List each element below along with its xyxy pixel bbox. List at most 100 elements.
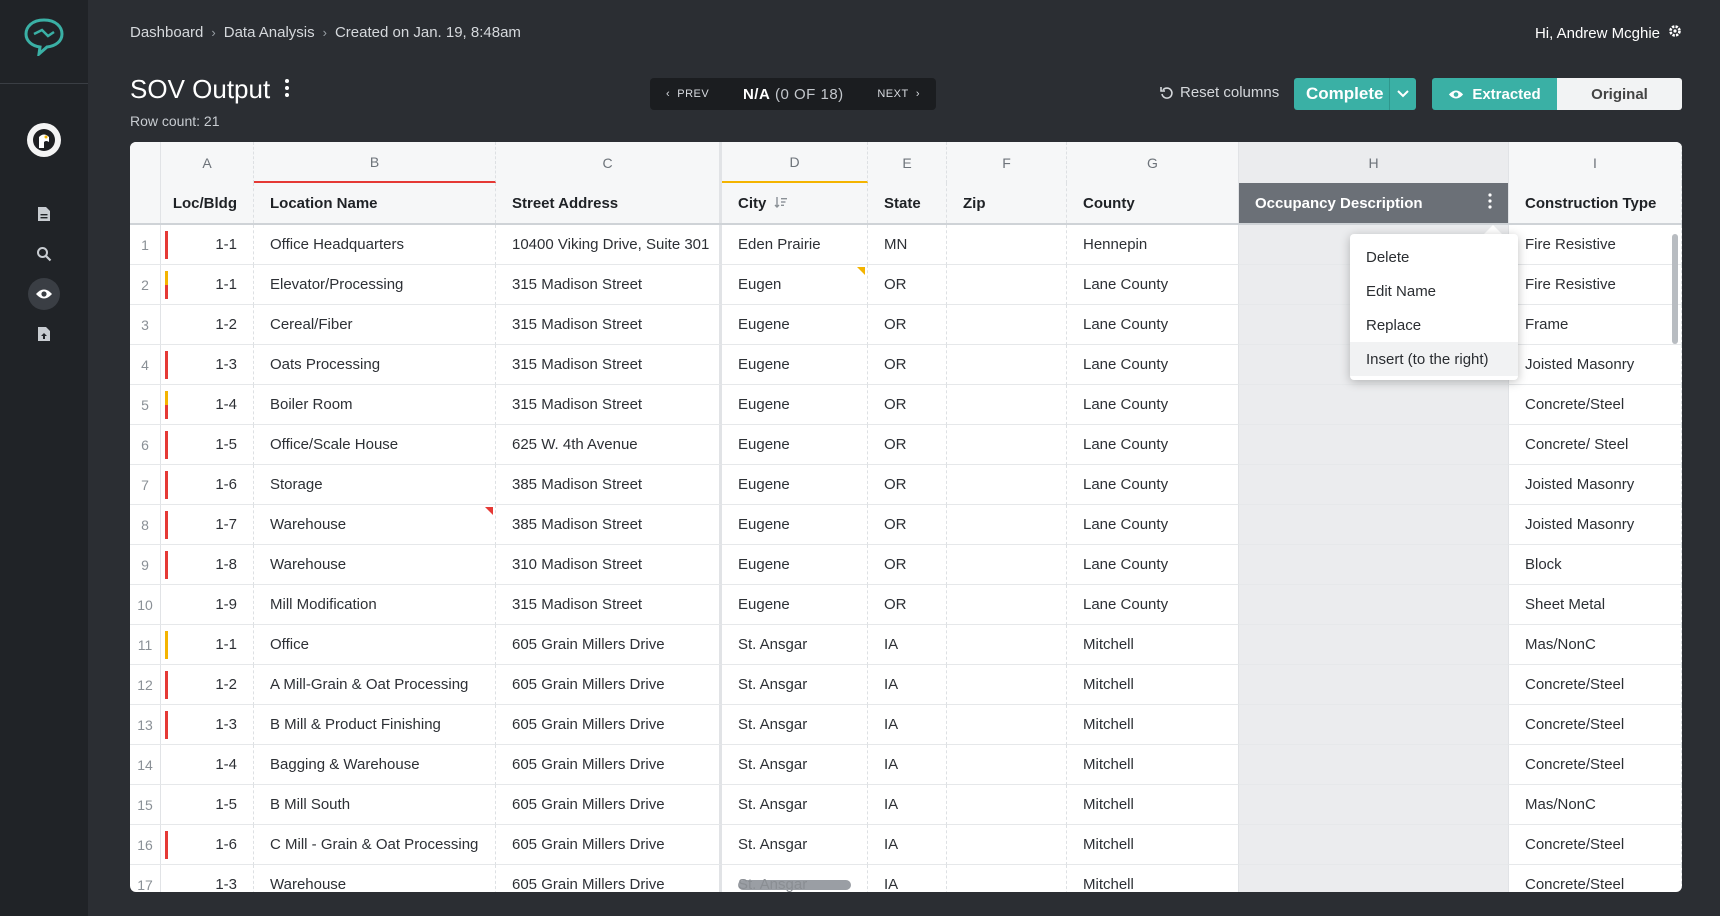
state-cell[interactable]: OR bbox=[868, 305, 947, 345]
col-letter-h[interactable]: H bbox=[1239, 142, 1509, 183]
occupancy-description-cell[interactable] bbox=[1239, 625, 1509, 665]
header-county[interactable]: County bbox=[1067, 183, 1239, 223]
state-cell[interactable]: IA bbox=[868, 745, 947, 785]
occupancy-description-cell[interactable] bbox=[1239, 665, 1509, 705]
loc-bldg-cell[interactable]: 1-1 bbox=[161, 265, 254, 305]
menu-item-edit-name[interactable]: Edit Name bbox=[1366, 282, 1437, 300]
loc-bldg-cell[interactable]: 1-2 bbox=[161, 665, 254, 705]
state-cell[interactable]: IA bbox=[868, 665, 947, 705]
table-row[interactable]: 12 1-2 A Mill-Grain & Oat Processing 605 Gr… bbox=[130, 665, 1682, 705]
avatar[interactable] bbox=[27, 123, 61, 157]
loc-bldg-cell[interactable]: 1-3 bbox=[161, 705, 254, 745]
loc-bldg-cell[interactable]: 1-9 bbox=[161, 585, 254, 625]
table-row[interactable]: 13 1-3 B Mill & Product Finishing 605 Grain… bbox=[130, 705, 1682, 745]
street-address-cell[interactable]: 625 W. 4th Avenue bbox=[496, 425, 722, 465]
loc-bldg-cell[interactable]: 1-3 bbox=[161, 865, 254, 892]
table-row[interactable]: 17 1-3 Warehouse 605 Grain Millers Drive St.… bbox=[130, 865, 1682, 892]
city-cell[interactable]: Eugene bbox=[722, 465, 868, 505]
state-cell[interactable]: OR bbox=[868, 465, 947, 505]
city-cell[interactable]: St. Ansgar bbox=[722, 705, 868, 745]
construction-type-cell[interactable]: Concrete/Steel bbox=[1509, 865, 1682, 892]
state-cell[interactable]: OR bbox=[868, 505, 947, 545]
construction-type-cell[interactable]: Frame bbox=[1509, 305, 1682, 345]
street-address-cell[interactable]: 10400 Viking Drive, Suite 301 bbox=[496, 225, 722, 265]
construction-type-cell[interactable]: Concrete/ Steel bbox=[1509, 425, 1682, 465]
construction-type-cell[interactable]: Fire Resistive bbox=[1509, 225, 1682, 265]
city-cell[interactable]: St. Ansgar bbox=[722, 745, 868, 785]
loc-bldg-cell[interactable]: 1-5 bbox=[161, 425, 254, 465]
county-cell[interactable]: Lane County bbox=[1067, 305, 1239, 345]
table-row[interactable]: 4 1-3 Oats Processing 315 Madison Street Eug… bbox=[130, 345, 1682, 385]
county-cell[interactable]: Mitchell bbox=[1067, 745, 1239, 785]
zip-cell[interactable] bbox=[947, 345, 1067, 385]
zip-cell[interactable] bbox=[947, 505, 1067, 545]
county-cell[interactable]: Lane County bbox=[1067, 425, 1239, 465]
location-name-cell[interactable]: Cereal/Fiber bbox=[254, 305, 496, 345]
loc-bldg-cell[interactable]: 1-1 bbox=[161, 625, 254, 665]
city-cell[interactable]: St. Ansgar bbox=[722, 865, 868, 892]
construction-type-cell[interactable]: Concrete/Steel bbox=[1509, 705, 1682, 745]
occupancy-description-cell[interactable] bbox=[1239, 545, 1509, 585]
reset-columns-button[interactable]: Reset columns bbox=[1160, 84, 1279, 101]
state-cell[interactable]: OR bbox=[868, 385, 947, 425]
col-letter-e[interactable]: E bbox=[868, 142, 947, 183]
location-name-cell[interactable]: Warehouse bbox=[254, 865, 496, 892]
street-address-cell[interactable]: 605 Grain Millers Drive bbox=[496, 665, 722, 705]
loc-bldg-cell[interactable]: 1-2 bbox=[161, 305, 254, 345]
location-name-cell[interactable]: Bagging & Warehouse bbox=[254, 745, 496, 785]
street-address-cell[interactable]: 605 Grain Millers Drive bbox=[496, 705, 722, 745]
construction-type-cell[interactable]: Joisted Masonry bbox=[1509, 345, 1682, 385]
occupancy-description-cell[interactable] bbox=[1239, 505, 1509, 545]
street-address-cell[interactable]: 315 Madison Street bbox=[496, 305, 722, 345]
loc-bldg-cell[interactable]: 1-8 bbox=[161, 545, 254, 585]
construction-type-cell[interactable]: Joisted Masonry bbox=[1509, 505, 1682, 545]
location-name-cell[interactable]: B Mill South bbox=[254, 785, 496, 825]
zip-cell[interactable] bbox=[947, 385, 1067, 425]
street-address-cell[interactable]: 605 Grain Millers Drive bbox=[496, 625, 722, 665]
zip-cell[interactable] bbox=[947, 225, 1067, 265]
street-address-cell[interactable]: 605 Grain Millers Drive bbox=[496, 825, 722, 865]
header-state[interactable]: State bbox=[868, 183, 947, 223]
more-vertical-icon[interactable] bbox=[284, 74, 290, 105]
state-cell[interactable]: IA bbox=[868, 625, 947, 665]
zip-cell[interactable] bbox=[947, 785, 1067, 825]
sort-icon[interactable] bbox=[774, 195, 788, 212]
state-cell[interactable]: OR bbox=[868, 265, 947, 305]
location-name-cell[interactable]: Mill Modification bbox=[254, 585, 496, 625]
construction-type-cell[interactable]: Mas/NonC bbox=[1509, 625, 1682, 665]
county-cell[interactable]: Mitchell bbox=[1067, 625, 1239, 665]
header-zip[interactable]: Zip bbox=[947, 183, 1067, 223]
original-toggle[interactable]: Original bbox=[1557, 78, 1682, 110]
loc-bldg-cell[interactable]: 1-3 bbox=[161, 345, 254, 385]
city-cell[interactable]: Eden Prairie bbox=[722, 225, 868, 265]
city-cell[interactable]: St. Ansgar bbox=[722, 785, 868, 825]
upload-file-icon[interactable] bbox=[28, 318, 60, 350]
header-city[interactable]: City bbox=[722, 183, 868, 223]
col-letter-b[interactable]: B bbox=[254, 142, 496, 183]
loc-bldg-cell[interactable]: 1-4 bbox=[161, 385, 254, 425]
street-address-cell[interactable]: 310 Madison Street bbox=[496, 545, 722, 585]
county-cell[interactable]: Mitchell bbox=[1067, 825, 1239, 865]
location-name-cell[interactable]: B Mill & Product Finishing bbox=[254, 705, 496, 745]
state-cell[interactable]: IA bbox=[868, 785, 947, 825]
zip-cell[interactable] bbox=[947, 585, 1067, 625]
county-cell[interactable]: Hennepin bbox=[1067, 225, 1239, 265]
col-letter-g[interactable]: G bbox=[1067, 142, 1239, 183]
street-address-cell[interactable]: 385 Madison Street bbox=[496, 465, 722, 505]
header-loc-bldg[interactable]: Loc/Bldg bbox=[161, 183, 254, 223]
loc-bldg-cell[interactable]: 1-7 bbox=[161, 505, 254, 545]
next-button[interactable]: NEXT › bbox=[877, 88, 920, 100]
state-cell[interactable]: OR bbox=[868, 585, 947, 625]
city-cell[interactable]: Eugene bbox=[722, 505, 868, 545]
construction-type-cell[interactable]: Mas/NonC bbox=[1509, 785, 1682, 825]
occupancy-description-cell[interactable] bbox=[1239, 825, 1509, 865]
table-row[interactable]: 5 1-4 Boiler Room 315 Madison Street Eugene O… bbox=[130, 385, 1682, 425]
county-cell[interactable]: Lane County bbox=[1067, 465, 1239, 505]
location-name-cell[interactable]: Office Headquarters bbox=[254, 225, 496, 265]
location-name-cell[interactable]: Storage bbox=[254, 465, 496, 505]
construction-type-cell[interactable]: Concrete/Steel bbox=[1509, 665, 1682, 705]
zip-cell[interactable] bbox=[947, 825, 1067, 865]
menu-item-replace[interactable]: Replace bbox=[1366, 316, 1422, 334]
occupancy-description-cell[interactable] bbox=[1239, 585, 1509, 625]
table-row[interactable]: 7 1-6 Storage 385 Madison Street Eugene OR Lan… bbox=[130, 465, 1682, 505]
